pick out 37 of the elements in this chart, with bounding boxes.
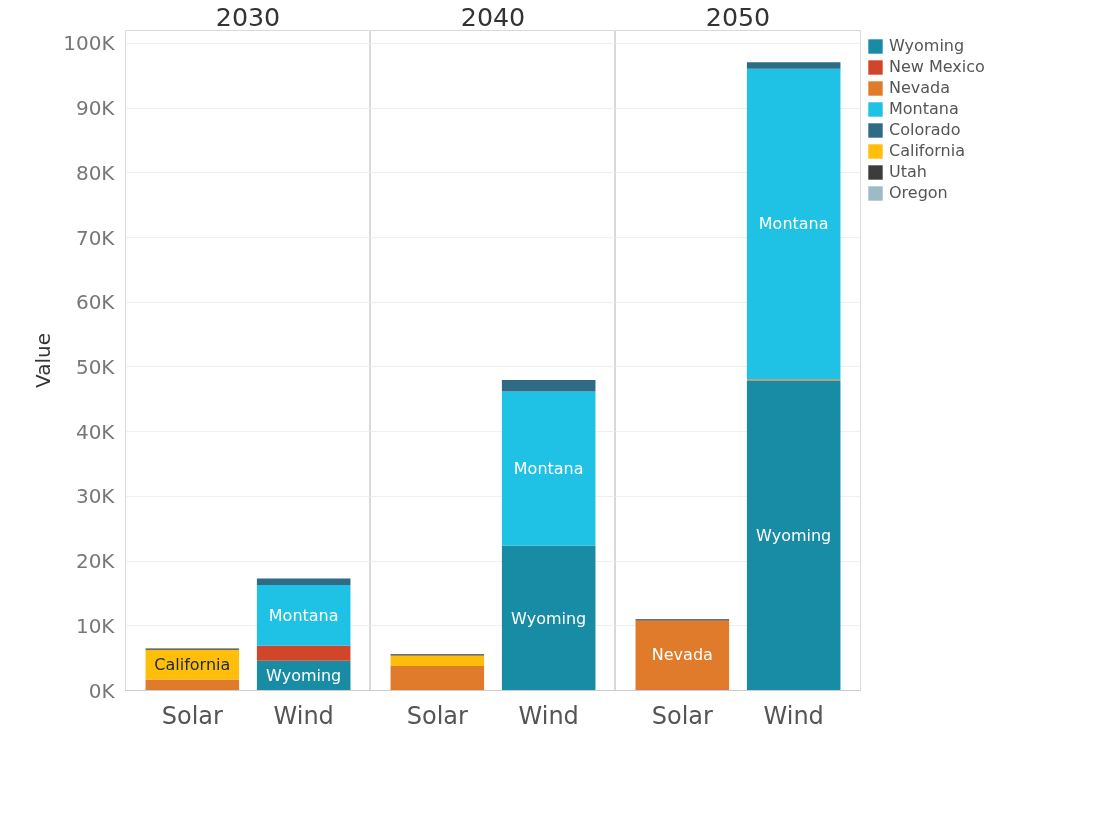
legend-label: Wyoming [889,36,965,55]
y-tick-label: 30K [75,484,116,509]
legend-label: Nevada [889,78,951,97]
x-tick-label: Wind [518,701,579,730]
y-tick-label: 0K [88,678,116,703]
annotation: Montana [758,214,829,234]
annotation: Wyoming [756,526,832,546]
x-tick-label: Solar [406,701,469,730]
x-tick-label: Wind [763,701,824,730]
legend-label: New Mexico [889,57,985,76]
chart-title: 2030 [215,1,281,32]
legend-label: Colorado [889,120,961,139]
x-tick-label: Solar [651,701,714,730]
x-tick-label: Solar [161,701,224,730]
y-tick-label: 60K [75,290,116,315]
legend-label: California [889,141,965,160]
y-tick-label: 20K [75,549,116,574]
y-tick-label: 80K [75,160,116,185]
y-tick-label: 100K [63,31,116,56]
annotation: Nevada [651,645,713,665]
x-tick-label: Wind [273,701,334,730]
annotation: Wyoming [511,608,587,628]
legend-label: Utah [889,162,927,181]
y-tick-label: 70K [75,225,116,250]
annotation: California [154,655,231,675]
y-tick-label: 40K [75,419,116,444]
y-tick-label: 90K [75,96,116,121]
y-tick-label: 10K [75,613,116,638]
y-tick-label: 50K [75,354,116,379]
legend-label: Oregon [889,183,948,202]
chart-title: 2050 [705,1,771,32]
legend-label: Montana [889,99,959,118]
annotation: Montana [268,605,339,625]
y-axis-title: Value [31,333,56,388]
annotation: Montana [513,459,584,479]
chart-title: 2040 [460,1,526,32]
annotation: Wyoming [266,666,342,686]
